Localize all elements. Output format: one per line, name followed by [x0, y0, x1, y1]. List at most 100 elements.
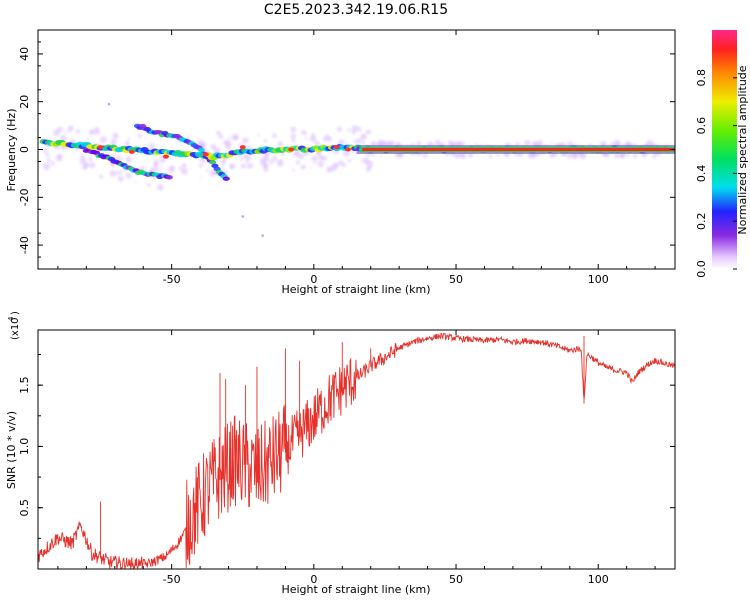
spectrogram-haze-dot — [115, 155, 120, 160]
spectrogram-haze-dot — [89, 128, 96, 135]
spectrogram-x-tick-label: -50 — [163, 273, 181, 286]
spectrogram-haze-dot — [229, 163, 236, 170]
spectrogram-haze-dot — [83, 162, 89, 168]
spectrogram-x-ticks: -50 0 50 100 — [57, 30, 656, 286]
spectrogram-haze-dot — [362, 157, 370, 164]
spectrogram-trace-blob — [209, 159, 217, 165]
spectrogram-haze-dot — [295, 160, 300, 165]
spectrogram-haze-dot — [178, 166, 183, 171]
spectrogram-haze-dot — [313, 161, 317, 165]
spectrogram-haze-dot — [632, 153, 638, 159]
spectrogram-haze-dot — [322, 136, 329, 142]
spectrogram-haze-dot — [210, 143, 217, 150]
spectrogram-haze-dot — [134, 181, 137, 184]
spectrogram-haze-dot — [42, 148, 48, 153]
snr-frame — [37, 329, 676, 570]
spectrogram-haze-dot — [117, 175, 124, 182]
spectrogram-haze-dot — [652, 154, 657, 159]
spectrogram-haze-dot — [83, 166, 87, 169]
spectrogram-haze-dot — [147, 183, 151, 187]
spectrogram-haze-dot — [496, 154, 499, 157]
spectrogram-haze-dot — [186, 136, 190, 140]
spectrogram-haze-dot — [290, 126, 297, 133]
spectrogram-outlier — [107, 102, 111, 106]
spectrogram-haze-dot — [428, 141, 433, 145]
snr-y-label: SNR (10 * v/v) — [5, 411, 18, 489]
snr-panel: -50 0 50 100 0.5 1.0 1.5 Height of straight l… — [5, 311, 676, 596]
spectrogram-hotspot — [333, 145, 340, 150]
spectrogram-haze-dot — [314, 140, 320, 147]
spectrogram-haze-dot — [347, 158, 352, 163]
spectrogram-haze-dot — [154, 167, 159, 172]
spectrogram-haze-dot — [99, 174, 104, 179]
spectrogram-haze-dot — [88, 156, 93, 162]
spectrogram-outlier — [261, 234, 264, 237]
spectrogram-haze-dot — [197, 139, 205, 147]
snr-multiplier-base: (x10 — [10, 317, 21, 340]
spectrogram-hotspot — [162, 154, 169, 159]
snr-x-tick-label: 100 — [588, 573, 609, 586]
spectrogram-haze-dot — [200, 177, 203, 180]
spectrogram-haze-dot — [518, 142, 521, 145]
spectrogram-haze-dot — [225, 144, 231, 150]
spectrogram-haze-dot — [216, 130, 222, 136]
spectrogram-haze-dot — [278, 159, 283, 164]
spectrogram-haze-dot — [246, 165, 251, 169]
spectrogram-haze-dot — [239, 157, 243, 161]
spectrogram-y-label: Frequency (Hz) — [5, 109, 18, 192]
spectrogram-haze-dot — [301, 130, 307, 136]
spectrogram-haze-dot — [60, 134, 67, 142]
spectrogram-haze-dot — [626, 153, 630, 158]
spectrogram-trace-blob — [222, 176, 230, 181]
snr-x-tick-label: 50 — [449, 573, 463, 586]
spectrogram-hotspot — [288, 147, 295, 152]
spectrogram-haze-dot — [242, 137, 249, 144]
spectrogram-x-tick-label: 100 — [588, 273, 609, 286]
spectrogram-haze-dot — [218, 134, 224, 139]
spectrogram-haze-dot — [233, 135, 239, 141]
colorbar-ticks: 0.0 0.2 0.4 0.6 0.8 — [695, 69, 737, 278]
spectrogram-haze-dot — [199, 163, 204, 168]
colorbar-tick-label: 0.6 — [695, 117, 708, 135]
spectrogram-haze-dot — [240, 163, 246, 169]
spectrogram-haze-dot — [469, 153, 473, 157]
spectrogram-x-tick-label: 50 — [449, 273, 463, 286]
spectrogram-haze-dot — [309, 166, 312, 169]
spectrogram-hotspot — [202, 152, 209, 157]
spectrogram-hotspot — [239, 145, 246, 150]
spectrogram-band-core — [362, 148, 675, 151]
spectrogram-trace-blob — [165, 175, 173, 180]
snr-marks — [38, 332, 675, 569]
spectrogram-hotspot — [128, 149, 135, 154]
spectrogram-x-label: Height of straight line (km) — [281, 283, 430, 296]
colorbar-tick-label: 0.0 — [695, 260, 708, 278]
spectrogram-haze-dot — [45, 152, 50, 157]
spectrogram-haze-dot — [117, 170, 122, 175]
spectrogram-haze-dot — [347, 128, 351, 132]
spectrogram-haze-dot — [300, 164, 306, 170]
spectrogram-haze-dot — [153, 159, 160, 166]
spectrogram-haze-dot — [367, 165, 372, 170]
spectrogram-haze-dot — [94, 128, 101, 135]
spectrogram-hotspot — [344, 147, 351, 152]
spectrogram-haze-dot — [221, 160, 224, 163]
spectrogram-y-tick-label: -20 — [18, 188, 31, 206]
snr-multiplier-close: ) — [10, 311, 21, 315]
spectrogram-haze-dot — [137, 133, 142, 139]
spectrogram-haze-dot — [321, 155, 328, 162]
spectrogram-y-ticks: -40 -20 0 20 40 — [18, 41, 675, 258]
colorbar-tick-label: 0.8 — [695, 69, 708, 87]
snr-y-tick-label: 1.0 — [18, 438, 31, 456]
spectrogram-haze-dot — [167, 166, 175, 173]
spectrogram-trace-blob — [197, 147, 205, 153]
spectrogram-y-tick-label: 20 — [18, 95, 31, 109]
spectrogram-haze-dot — [317, 160, 324, 168]
spectrogram-haze-dot — [216, 184, 219, 187]
spectrogram-haze-dot — [298, 153, 304, 160]
colorbar-label: Normalized spectral amplitude — [736, 65, 749, 234]
spectrogram-haze-dot — [336, 126, 343, 132]
spectrogram-haze-dot — [181, 168, 188, 175]
spectrogram-haze-dot — [394, 152, 400, 158]
spectrogram-haze-dot — [550, 142, 553, 145]
